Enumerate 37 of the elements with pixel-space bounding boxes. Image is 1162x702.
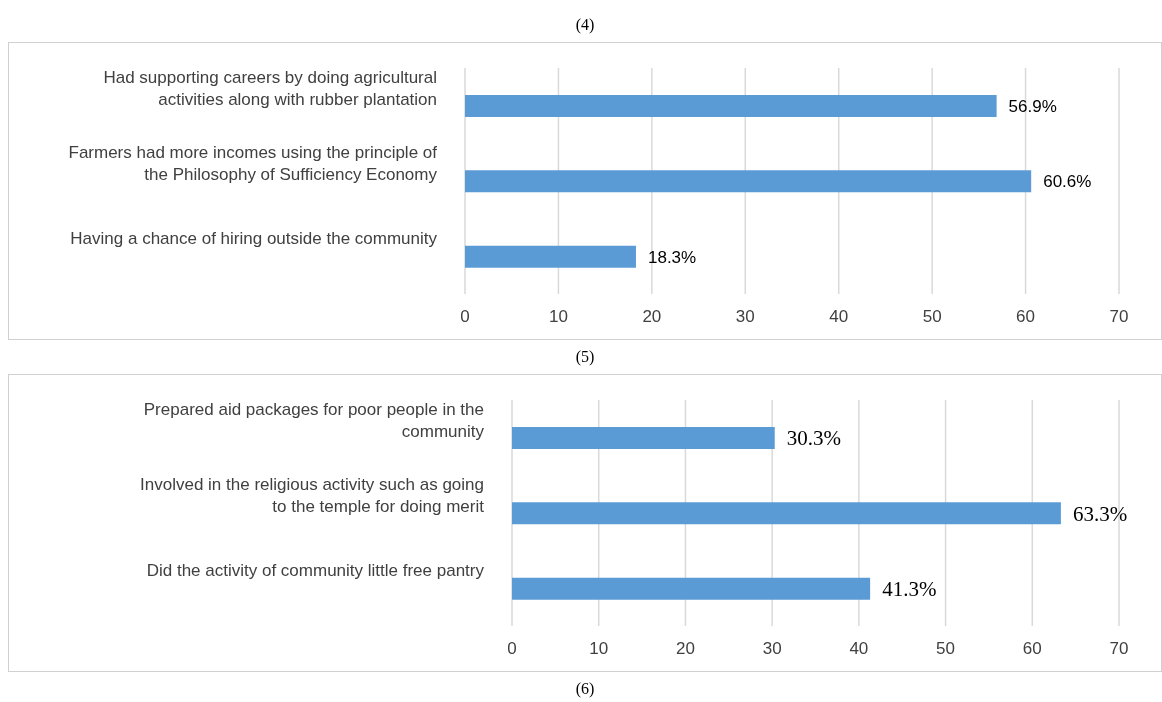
data-label: 56.9% xyxy=(1008,97,1057,117)
bar xyxy=(512,502,1061,525)
x-tick-label: 0 xyxy=(460,307,470,327)
bar xyxy=(512,427,775,449)
bar xyxy=(465,245,636,268)
x-tick-label: 10 xyxy=(589,639,609,659)
x-tick-label: 30 xyxy=(762,639,782,659)
y-tick-label: Prepared aid packages for poor people in the community xyxy=(143,399,485,441)
y-tick-label: Having a chance of hiring outside the community xyxy=(70,229,438,249)
x-tick-label: 20 xyxy=(642,307,662,327)
data-label: 30.3% xyxy=(786,426,841,451)
x-tick-label: 40 xyxy=(829,307,849,327)
text: (6) xyxy=(574,679,596,700)
x-tick-label: 50 xyxy=(922,307,942,327)
x-tick-label: 0 xyxy=(507,639,517,659)
x-tick-label: 40 xyxy=(849,639,869,659)
x-tick-label: 60 xyxy=(1022,639,1042,659)
bar xyxy=(512,577,871,600)
bar xyxy=(465,95,997,117)
y-tick-label: Had supporting careers by doing agricultural activities along with rubber plantation xyxy=(103,67,437,109)
x-tick-label: 60 xyxy=(1016,307,1036,327)
text: (5) xyxy=(574,347,596,368)
x-tick-label: 70 xyxy=(1109,307,1129,327)
data-label: 60.6% xyxy=(1043,172,1092,192)
data-label: 41.3% xyxy=(882,577,937,602)
y-tick-label: Involved in the religious activity such as going to the temple for doing merit xyxy=(140,475,485,516)
x-tick-label: 70 xyxy=(1109,639,1129,659)
x-tick-label: 50 xyxy=(936,639,956,659)
y-tick-label: Did the activity of community little free pantry xyxy=(146,561,485,581)
x-tick-label: 30 xyxy=(735,307,755,327)
x-tick-label: 20 xyxy=(675,639,695,659)
data-label: 18.3% xyxy=(647,247,697,267)
y-tick-label: Farmers had more incomes using the principle of the Philosophy of Sufficiency Economy xyxy=(68,143,438,184)
text: (4) xyxy=(574,15,596,36)
data-label: 63.3% xyxy=(1072,501,1128,526)
bar xyxy=(465,170,1032,193)
x-tick-label: 10 xyxy=(548,307,568,327)
